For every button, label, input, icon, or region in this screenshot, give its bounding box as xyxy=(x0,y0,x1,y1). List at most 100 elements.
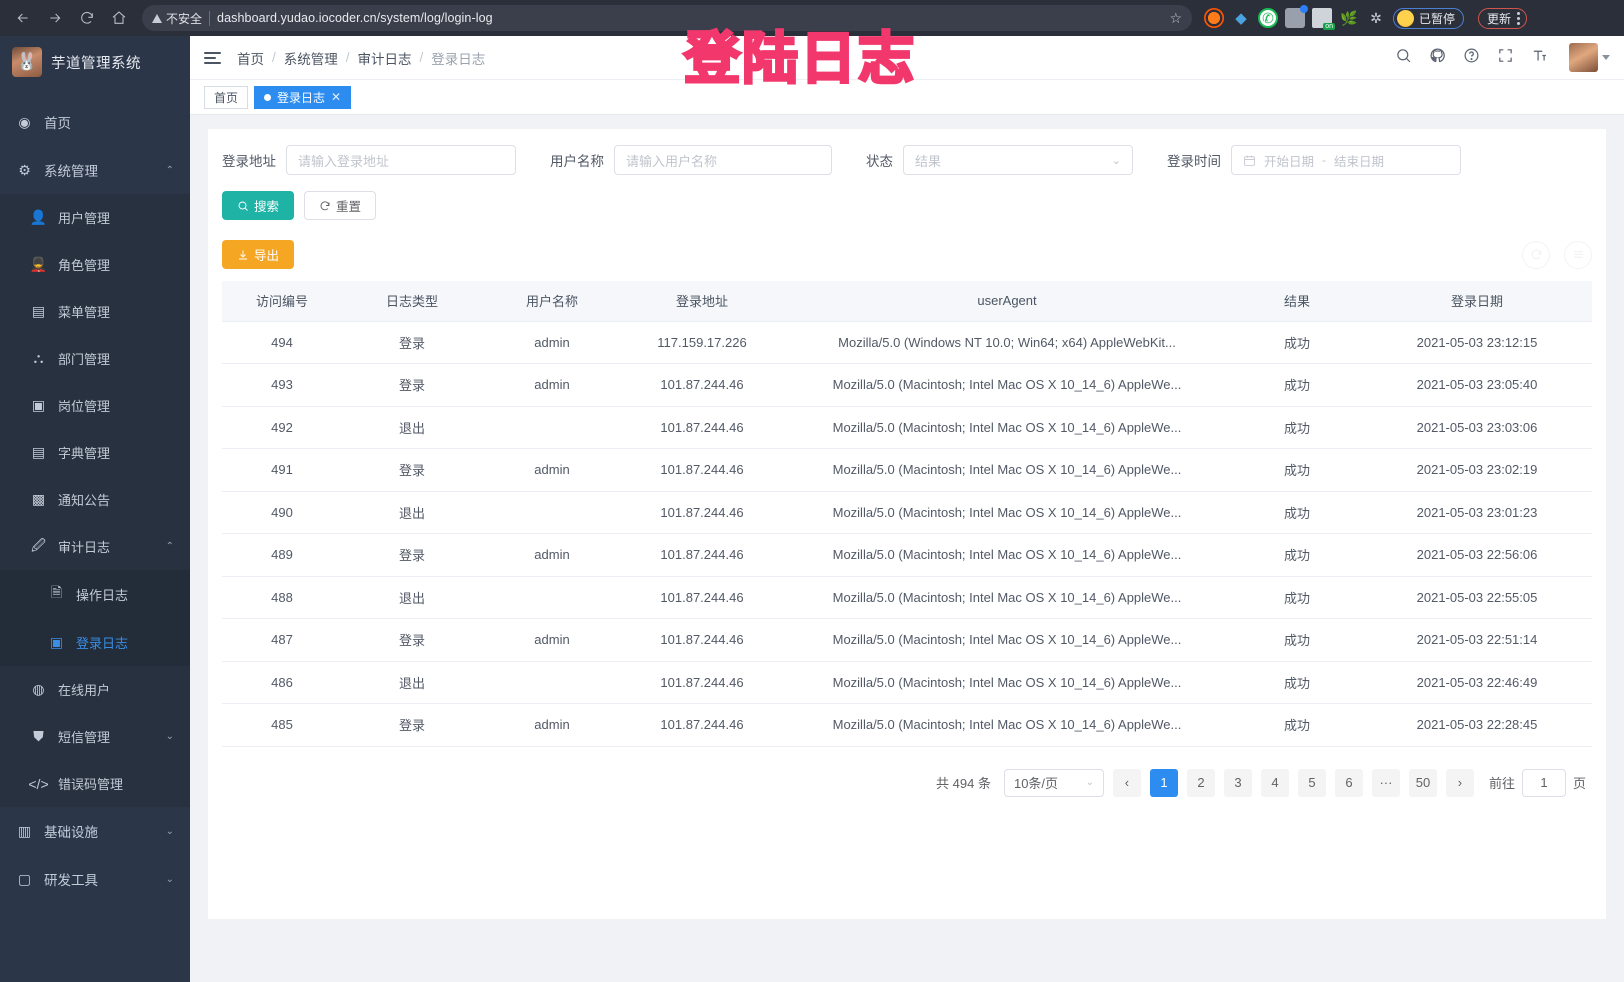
sidebar-item-menu-manage[interactable]: ▤ 菜单管理 xyxy=(0,288,190,335)
chrome-menu-icon[interactable] xyxy=(1515,11,1522,25)
table-row[interactable]: 492 退出 101.87.244.46 Mozilla/5.0 (Macint… xyxy=(222,406,1592,449)
table-row[interactable]: 494 登录 admin 117.159.17.226 Mozilla/5.0 … xyxy=(222,321,1592,364)
extension-orange-icon[interactable] xyxy=(1204,8,1224,28)
page-size-value: 10条/页 xyxy=(1013,776,1059,791)
page-button-last[interactable]: 50 xyxy=(1408,768,1437,797)
table-row[interactable]: 486 退出 101.87.244.46 Mozilla/5.0 (Macint… xyxy=(222,661,1592,704)
sidebar-item-audit-log[interactable]: 🖉 审计日志 ⌃ xyxy=(0,523,190,570)
cell-ua: Mozilla/5.0 (Macintosh; Intel Mac OS X 1… xyxy=(782,448,1232,492)
column-settings-icon[interactable] xyxy=(1564,240,1592,269)
back-icon[interactable] xyxy=(8,3,38,33)
sidebar-item-role-manage[interactable]: 💂 角色管理 xyxy=(0,241,190,288)
forward-icon[interactable] xyxy=(40,3,70,33)
table-row[interactable]: 488 退出 101.87.244.46 Mozilla/5.0 (Macint… xyxy=(222,576,1592,619)
fullscreen-icon[interactable] xyxy=(1497,47,1514,69)
table-body: 494 登录 admin 117.159.17.226 Mozilla/5.0 … xyxy=(222,321,1592,747)
page-button-5[interactable]: 5 xyxy=(1297,768,1326,797)
smiley-icon xyxy=(1397,9,1414,27)
login-time-range-picker[interactable]: 开始日期 - 结束日期 xyxy=(1231,145,1461,175)
cell-type: 登录 xyxy=(342,533,482,577)
extension-blue-dot-icon[interactable] xyxy=(1285,5,1308,28)
prev-page-button[interactable]: ‹ xyxy=(1112,768,1141,797)
search-button[interactable]: 搜索 xyxy=(222,191,295,220)
page-button-4[interactable]: 4 xyxy=(1260,768,1289,797)
page-button-6[interactable]: 6 xyxy=(1334,768,1363,797)
breadcrumb-item-system[interactable]: 系统管理 xyxy=(283,51,338,67)
status-select[interactable]: 结果 ⌄ xyxy=(903,145,1133,175)
cell-date: 2021-05-03 22:28:45 xyxy=(1362,703,1592,747)
table-row[interactable]: 493 登录 admin 101.87.244.46 Mozilla/5.0 (… xyxy=(222,363,1592,407)
sidebar-item-infrastructure[interactable]: ▥ 基础设施 ⌄ xyxy=(0,807,190,855)
breadcrumb-item-audit[interactable]: 审计日志 xyxy=(357,51,412,67)
table-row[interactable]: 491 登录 admin 101.87.244.46 Mozilla/5.0 (… xyxy=(222,448,1592,492)
end-date-placeholder: 结束日期 xyxy=(1334,154,1385,169)
brand[interactable]: 🐰 芋道管理系统 xyxy=(0,36,190,88)
infra-icon: ▥ xyxy=(17,822,32,839)
cell-id: 486 xyxy=(222,661,342,704)
tag-login-log[interactable]: 登录日志 ✕ xyxy=(254,85,352,109)
sidebar-item-notice[interactable]: ▩ 通知公告 xyxy=(0,476,190,523)
next-page-button[interactable]: › xyxy=(1445,768,1474,797)
page-button-3[interactable]: 3 xyxy=(1223,768,1252,797)
breadcrumb-separator: / xyxy=(272,50,276,65)
jump-input[interactable]: 1 xyxy=(1521,768,1566,797)
sidebar-item-system[interactable]: ⚙ 系统管理 ⌃ xyxy=(0,146,190,194)
username-input[interactable]: 请输入用户名称 xyxy=(614,145,832,175)
sidebar-item-operation-log[interactable]: 🗎 操作日志 xyxy=(0,570,190,618)
breadcrumb-item-home[interactable]: 首页 xyxy=(237,51,264,67)
extension-wechat-icon[interactable]: ✆ xyxy=(1258,8,1278,28)
extension-diamond-icon[interactable]: ◆ xyxy=(1235,10,1247,27)
reload-icon[interactable] xyxy=(72,3,102,33)
sidebar-item-label: 角色管理 xyxy=(58,258,111,273)
not-secure-indicator[interactable]: 不安全 xyxy=(152,10,202,27)
sidebar-item-online-user[interactable]: ◍ 在线用户 xyxy=(0,666,190,713)
table-row[interactable]: 490 退出 101.87.244.46 Mozilla/5.0 (Macint… xyxy=(222,491,1592,534)
tag-home[interactable]: 首页 xyxy=(204,85,249,109)
cell-id: 492 xyxy=(222,406,342,449)
export-button[interactable]: 导出 xyxy=(222,240,295,269)
sidebar-item-home[interactable]: ◉ 首页 xyxy=(0,98,190,146)
sidebar-item-dev-tools[interactable]: ▢ 研发工具 ⌄ xyxy=(0,855,190,903)
button-label: 导出 xyxy=(254,249,280,263)
font-size-icon[interactable] xyxy=(1531,47,1548,69)
sidebar-item-user-manage[interactable]: 👤 用户管理 xyxy=(0,194,190,241)
table-row[interactable]: 487 登录 admin 101.87.244.46 Mozilla/5.0 (… xyxy=(222,618,1592,662)
sidebar-item-post-manage[interactable]: ▣ 岗位管理 xyxy=(0,382,190,429)
login-address-input[interactable]: 请输入登录地址 xyxy=(286,145,516,175)
cell-result: 成功 xyxy=(1232,448,1362,492)
help-icon[interactable] xyxy=(1463,47,1480,69)
sidebar-item-dict-manage[interactable]: ▤ 字典管理 xyxy=(0,429,190,476)
github-icon[interactable] xyxy=(1429,47,1446,69)
table-head: 访问编号 日志类型 用户名称 登录地址 userAgent 结果 登录日期 xyxy=(222,281,1592,322)
search-icon[interactable] xyxy=(1395,47,1412,69)
page-size-select[interactable]: 10条/页 ⌄ xyxy=(1003,768,1104,797)
tag-label: 首页 xyxy=(214,90,239,105)
close-icon[interactable]: ✕ xyxy=(331,90,342,104)
cell-date: 2021-05-03 23:02:19 xyxy=(1362,448,1592,492)
sidebar-item-sms-manage[interactable]: ⛊ 短信管理 ⌄ xyxy=(0,713,190,760)
refresh-icon[interactable] xyxy=(1522,240,1550,269)
bookmark-star-icon[interactable]: ☆ xyxy=(1169,9,1182,26)
user-menu[interactable] xyxy=(1569,43,1610,72)
home-icon[interactable] xyxy=(104,3,134,33)
extension-toggle-on-icon[interactable] xyxy=(1312,8,1335,30)
sidebar-item-error-code[interactable]: </> 错误码管理 xyxy=(0,760,190,807)
table-row[interactable]: 485 登录 admin 101.87.244.46 Mozilla/5.0 (… xyxy=(222,703,1592,747)
paused-label: 已暂停 xyxy=(1419,11,1456,26)
update-button[interactable]: 更新 xyxy=(1478,7,1528,29)
sidebar-item-login-log[interactable]: ▣ 登录日志 xyxy=(0,618,190,666)
page-ellipsis[interactable]: ··· xyxy=(1371,768,1400,797)
extension-plant-icon[interactable]: 🌿 xyxy=(1340,9,1358,26)
sidebar-toggle-icon[interactable] xyxy=(204,51,221,64)
table-row[interactable]: 489 登录 admin 101.87.244.46 Mozilla/5.0 (… xyxy=(222,533,1592,577)
paused-badge[interactable]: 已暂停 xyxy=(1393,7,1465,29)
chevron-up-icon: ⌃ xyxy=(165,164,174,176)
reset-button[interactable]: 重置 xyxy=(304,191,377,220)
jump-label-suffix: 页 xyxy=(1572,776,1586,791)
sidebar-item-dept-manage[interactable]: ⛬ 部门管理 xyxy=(0,335,190,382)
page-button-1[interactable]: 1 xyxy=(1149,768,1178,797)
address-bar[interactable]: 不安全 dashboard.yudao.iocoder.cn/system/lo… xyxy=(142,5,1192,31)
page-button-2[interactable]: 2 xyxy=(1186,768,1215,797)
extensions-puzzle-icon[interactable]: ✲ xyxy=(1370,9,1382,26)
sidebar-item-label: 操作日志 xyxy=(76,587,129,603)
